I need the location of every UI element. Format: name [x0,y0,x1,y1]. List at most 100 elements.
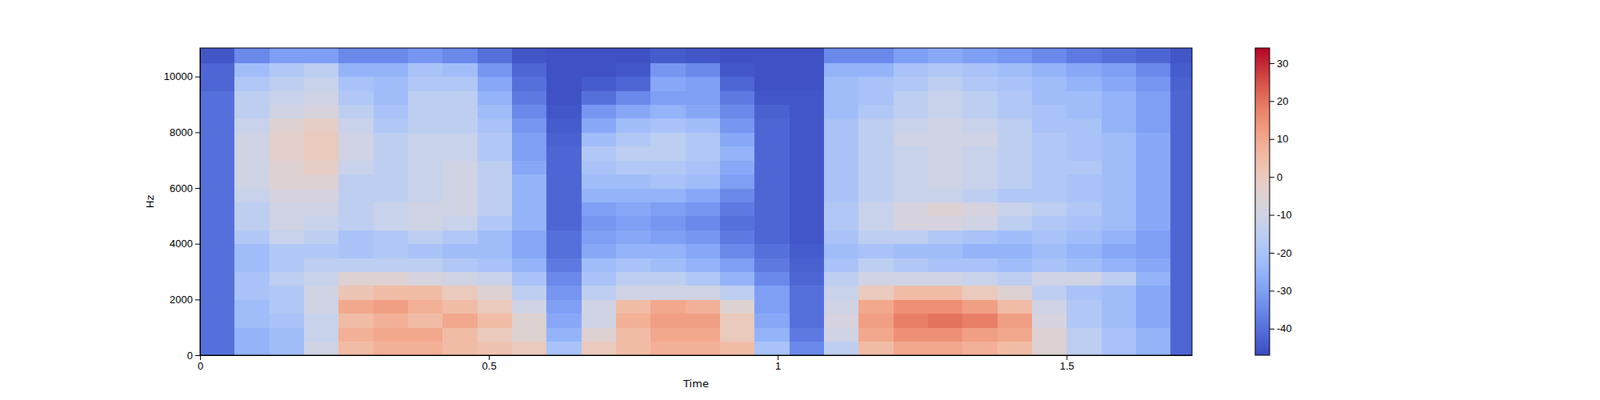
cell [685,76,721,92]
cell [581,216,617,231]
cell [581,327,617,342]
tick-label: 4000 [169,237,193,250]
cell [754,229,790,244]
cell [546,90,582,105]
cell [1170,201,1192,216]
cell [1136,62,1172,77]
cell [234,272,270,287]
plot-frame [200,48,1192,356]
cell [650,216,686,231]
cell [512,313,548,328]
cell [997,229,1033,244]
cell [997,216,1033,231]
tick-mark [200,355,201,360]
cell [1032,299,1068,314]
cell [442,285,478,300]
cell [269,229,305,244]
cell [650,244,686,259]
cell [928,341,964,356]
cell [1170,76,1192,92]
cell [408,188,444,203]
cell [338,341,374,356]
cell [928,160,964,175]
cell [1136,146,1172,161]
cell [304,160,340,175]
cell [442,146,478,161]
cell [962,104,998,120]
cell [928,118,964,133]
cell [234,341,270,356]
cell [1066,313,1102,328]
cell [650,327,686,342]
tick-label: 30 [1276,57,1288,70]
cell [581,104,617,120]
cell [858,118,894,133]
cell [685,285,721,300]
cell [234,90,270,105]
cell [304,285,340,300]
cell [200,62,236,77]
cell [1066,244,1102,259]
cell [338,285,374,300]
cell [720,313,756,328]
colorbar [1255,48,1270,356]
cell [720,229,756,244]
cell [200,132,236,147]
cell [581,146,617,161]
cell [789,216,825,231]
cell [1170,272,1192,287]
cell [269,146,305,161]
cell [269,90,305,105]
cell [408,146,444,161]
cell [1032,272,1068,287]
cell [1136,76,1172,92]
cell [269,313,305,328]
cell [893,146,929,161]
cell [685,132,721,147]
cell [928,104,964,120]
cell [1101,272,1137,287]
cell [997,104,1033,120]
cell [754,201,790,216]
cell [962,146,998,161]
cell [581,313,617,328]
cell [1032,62,1068,77]
cell [546,104,582,120]
cell [512,90,548,105]
cell [928,285,964,300]
cell [269,272,305,287]
cell [581,201,617,216]
cell [269,62,305,77]
cell [1136,244,1172,259]
cell [824,313,860,328]
cell [512,244,548,259]
cell [616,174,652,189]
cell [650,118,686,133]
cell [997,146,1033,161]
cell [442,62,478,77]
cell [200,341,236,356]
cell [720,90,756,105]
cell [200,313,236,328]
cell [893,132,929,147]
cell [1101,132,1137,147]
cell [373,174,409,189]
tick: 0 [187,349,200,362]
tick-mark [1269,252,1275,254]
cell [824,90,860,105]
cell [824,132,860,147]
cell [1101,174,1137,189]
cell [408,174,444,189]
cell [546,132,582,147]
tick: 2000 [169,293,200,306]
cell [234,299,270,314]
cell [442,341,478,356]
cell [304,313,340,328]
cell [893,188,929,203]
cell [338,272,374,287]
cell [442,299,478,314]
cell [338,132,374,147]
cell [616,132,652,147]
cell [234,104,270,120]
cell [304,327,340,342]
